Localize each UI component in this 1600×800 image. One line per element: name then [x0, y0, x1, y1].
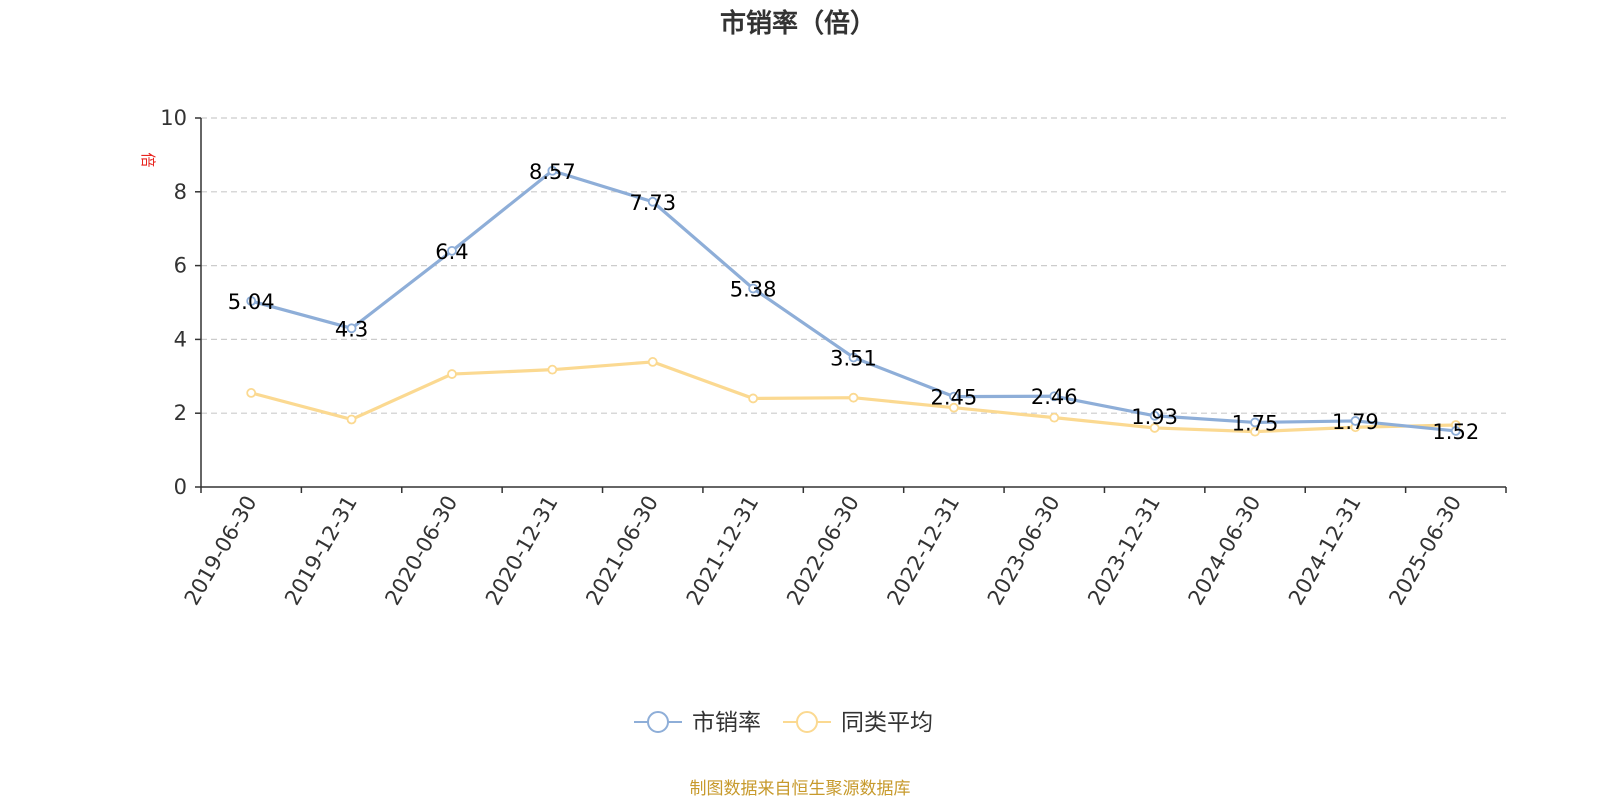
data-label: 2.46 [1031, 385, 1078, 409]
series-1-point[interactable] [848, 352, 859, 363]
x-tick-label: 2021-12-31 [682, 492, 764, 610]
x-tick-label: 2023-12-31 [1083, 492, 1165, 610]
y-tick-label: 6 [174, 254, 187, 278]
y-unit-label: 倍 [139, 152, 157, 167]
series-2-point[interactable] [246, 388, 257, 398]
series [246, 165, 1461, 437]
series-1-point[interactable] [748, 283, 759, 294]
y-tick-label: 4 [174, 327, 187, 351]
data-label: 2.45 [931, 386, 978, 410]
data-label: 3.51 [830, 346, 877, 370]
x-tick-label: 2019-06-30 [180, 492, 262, 610]
data-labels: 5.04 4.3 6.4 8.57 7.73 5.38 3.51 2.45 2.46 1.93 1.… [228, 160, 1479, 444]
series-2-point[interactable] [1049, 412, 1060, 423]
x-tick-label: 2020-06-30 [380, 492, 462, 610]
x-tick-label: 2025-06-30 [1384, 492, 1466, 610]
data-label: 1.75 [1232, 411, 1279, 435]
data-label: 5.04 [228, 290, 275, 314]
data-label: 1.52 [1432, 420, 1479, 444]
grid-lines [201, 117, 1506, 414]
x-tick-label: 2024-06-30 [1184, 492, 1266, 610]
legend-label: 市销率 [692, 710, 761, 736]
series-1-point[interactable] [1049, 391, 1060, 402]
data-label: 1.93 [1131, 405, 1178, 429]
y-tick-label: 2 [174, 401, 187, 425]
x-tick-label: 2020-12-31 [481, 492, 563, 610]
legend-item-2[interactable]: 同类平均 [783, 710, 933, 736]
x-tick-label: 2019-12-31 [280, 492, 362, 610]
series-1-point[interactable] [647, 196, 658, 207]
series-1-point[interactable] [1450, 426, 1461, 436]
series-1-point[interactable] [547, 165, 558, 176]
x-tick-label: 2023-06-30 [983, 492, 1065, 610]
series-2-point[interactable] [447, 369, 457, 379]
data-label: 8.57 [529, 160, 576, 184]
series-2-point[interactable] [948, 402, 959, 413]
legend-label: 同类平均 [841, 710, 933, 736]
legend-circle-icon [796, 711, 818, 733]
data-label: 5.38 [730, 277, 777, 301]
series-2-point[interactable] [848, 392, 859, 403]
x-tick-label: 2022-06-30 [782, 492, 864, 610]
data-label: 7.73 [629, 191, 676, 215]
x-tick-label: 2021-06-30 [581, 492, 663, 610]
y-tick-label: 8 [174, 180, 187, 204]
series-2-point[interactable] [748, 393, 759, 404]
y-tick-label: 10 [160, 106, 187, 130]
series-1-point[interactable] [948, 391, 959, 402]
series-1-point[interactable] [1350, 416, 1361, 426]
series-2-point[interactable] [647, 357, 658, 367]
series-2-point[interactable] [547, 364, 558, 375]
series-1-point[interactable] [1149, 410, 1160, 421]
series-2-point[interactable] [1149, 423, 1160, 433]
y-tick-label: 0 [174, 475, 187, 499]
x-tick-label: 2024-12-31 [1284, 492, 1366, 610]
data-label: 6.4 [435, 240, 468, 264]
data-label: 1.79 [1332, 410, 1379, 434]
series-1-point[interactable] [346, 323, 357, 334]
series-1-point[interactable] [246, 296, 257, 306]
series-1-point[interactable] [447, 245, 457, 256]
x-tick-label: 2022-12-31 [882, 492, 964, 610]
source-note: 制图数据来自恒生聚源数据库 [690, 779, 911, 799]
chart-title: 市销率（倍） [720, 8, 876, 39]
series-2-point[interactable] [346, 414, 357, 425]
legend-circle-icon [647, 711, 669, 733]
series-2-point[interactable] [1250, 426, 1260, 437]
legend-item-1[interactable]: 市销率 [634, 710, 761, 736]
legend[interactable]: 市销率 同类平均 [634, 710, 933, 736]
series-1-point[interactable] [1250, 417, 1260, 428]
series-line-1 [250, 169, 1456, 433]
data-label: 4.3 [335, 317, 368, 341]
